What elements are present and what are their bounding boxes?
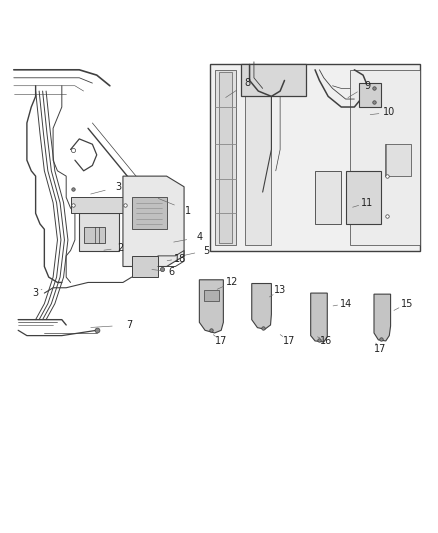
Text: 16: 16 bbox=[320, 336, 332, 346]
Text: 17: 17 bbox=[215, 336, 227, 346]
Polygon shape bbox=[359, 83, 381, 107]
Polygon shape bbox=[311, 293, 327, 342]
Polygon shape bbox=[252, 284, 272, 329]
Text: 6: 6 bbox=[168, 267, 174, 277]
Polygon shape bbox=[123, 176, 184, 266]
Polygon shape bbox=[374, 294, 391, 341]
Polygon shape bbox=[84, 227, 106, 243]
Text: 5: 5 bbox=[203, 246, 209, 255]
Text: 3: 3 bbox=[32, 288, 39, 298]
Polygon shape bbox=[71, 197, 127, 213]
Polygon shape bbox=[79, 213, 119, 251]
Text: 18: 18 bbox=[173, 254, 186, 263]
Text: 17: 17 bbox=[283, 336, 295, 346]
Text: 15: 15 bbox=[401, 298, 413, 309]
Text: 14: 14 bbox=[339, 298, 352, 309]
Text: 12: 12 bbox=[226, 278, 238, 287]
Polygon shape bbox=[346, 171, 381, 224]
Text: 1: 1 bbox=[185, 206, 191, 216]
Polygon shape bbox=[199, 280, 223, 333]
Polygon shape bbox=[241, 64, 306, 96]
Text: 3: 3 bbox=[116, 182, 122, 192]
Polygon shape bbox=[219, 72, 232, 243]
Text: 17: 17 bbox=[374, 344, 387, 354]
Polygon shape bbox=[132, 197, 166, 229]
Polygon shape bbox=[215, 70, 237, 245]
Text: 13: 13 bbox=[274, 286, 286, 295]
Text: 2: 2 bbox=[118, 243, 124, 253]
Text: 7: 7 bbox=[127, 320, 133, 330]
Polygon shape bbox=[315, 171, 341, 224]
Text: 8: 8 bbox=[244, 78, 251, 88]
Polygon shape bbox=[204, 290, 219, 301]
Text: 11: 11 bbox=[361, 198, 374, 208]
Polygon shape bbox=[245, 70, 272, 245]
Polygon shape bbox=[350, 70, 420, 245]
Polygon shape bbox=[210, 64, 420, 251]
Text: 10: 10 bbox=[383, 107, 396, 117]
Polygon shape bbox=[132, 256, 158, 277]
Text: 9: 9 bbox=[364, 81, 371, 91]
Polygon shape bbox=[385, 144, 411, 176]
Text: 4: 4 bbox=[196, 232, 202, 243]
